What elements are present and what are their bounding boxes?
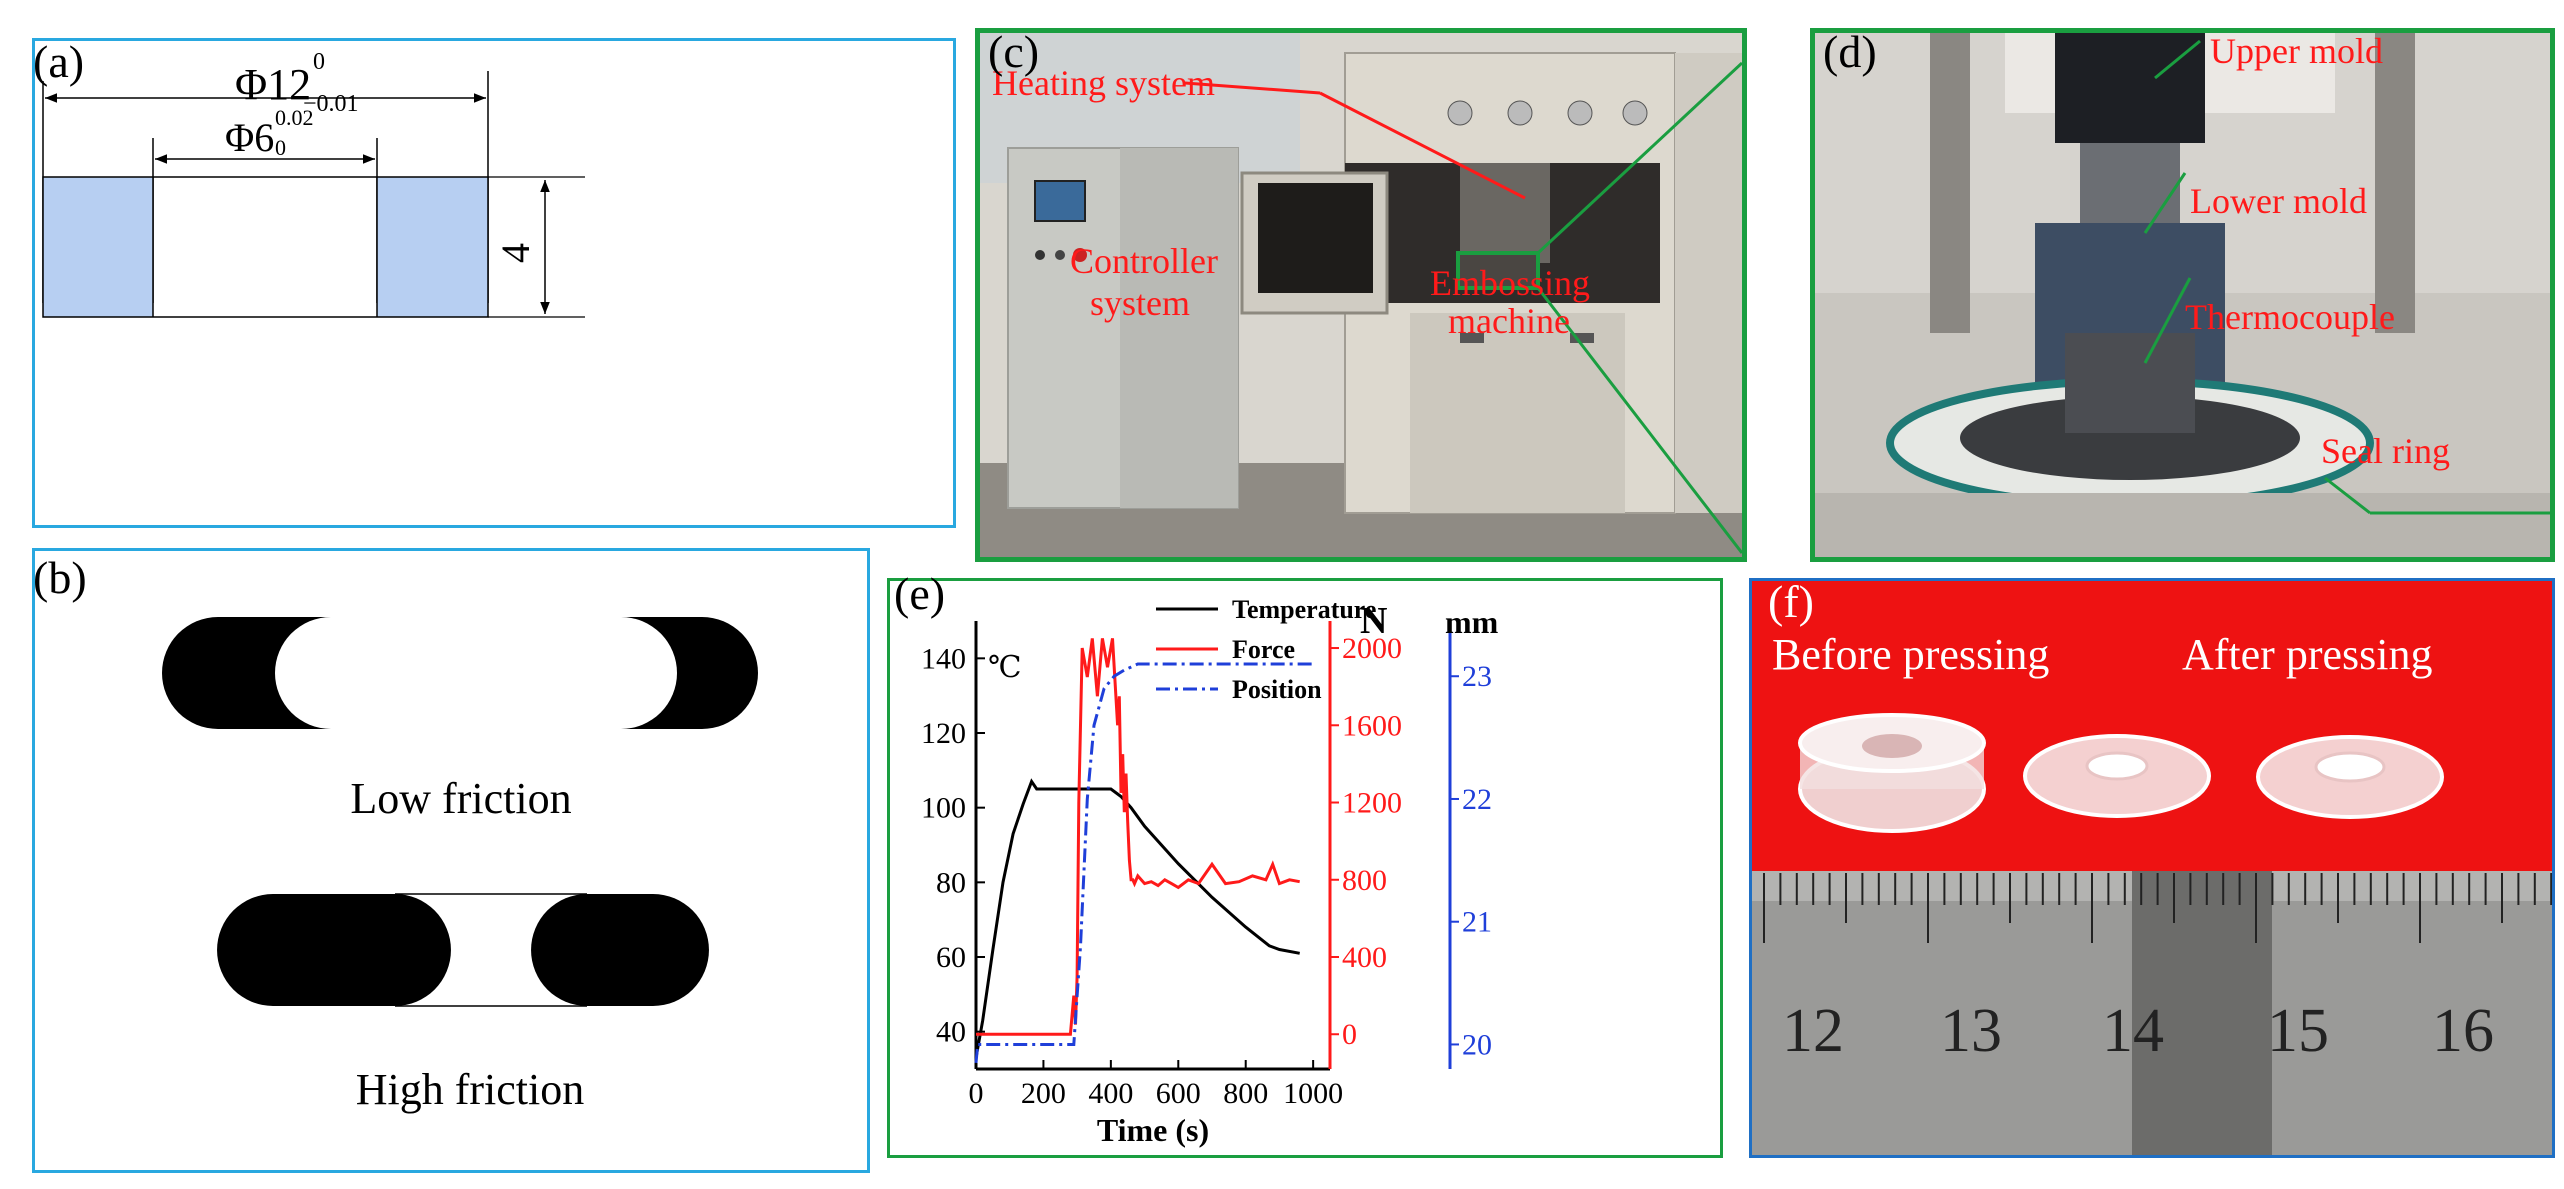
inner-dim-lower-tol: 0 — [275, 135, 286, 160]
legend-label-position: Position — [1232, 675, 1322, 704]
upper-mold-block — [2055, 33, 2205, 143]
x-tick-label-600: 600 — [1156, 1077, 1201, 1110]
mold-zoom-box — [1456, 251, 1540, 290]
controller-system-label-line2: system — [1090, 283, 1190, 323]
x-axis-title: Time (s) — [1097, 1112, 1209, 1148]
lens-samples-photo: Before pressing After pressing 12 13 14 … — [1752, 581, 2552, 1155]
inner-dim-symbol: Φ6 — [225, 115, 274, 160]
panel-a: (a) Φ12 0 −0.01 Φ6 0.02 0 4 — [32, 36, 956, 528]
force-tick-label-2000: 2000 — [1342, 632, 1402, 665]
position-unit-label: mm — [1445, 604, 1499, 640]
temperature-unit-label: ℃ — [988, 651, 1022, 684]
position-tick-label-23: 23 — [1462, 660, 1492, 693]
panel-e-tag: (e) — [894, 568, 946, 619]
section-left-fill — [43, 177, 153, 317]
outer-dim-symbol: Φ12 — [235, 60, 311, 109]
thermocouple-label: Thermocouple — [2185, 297, 2395, 337]
series-position-line — [974, 662, 1314, 1064]
low-friction-cavity — [275, 617, 677, 729]
legend-label-temperature: Temperature — [1232, 595, 1376, 624]
mold-closeup-photo: Upper mold Lower mold Thermocouple Seal … — [1815, 33, 2550, 557]
x-tick-label-800: 800 — [1223, 1077, 1268, 1110]
position-tick-label-22: 22 — [1462, 783, 1492, 816]
force-unit-label: N — [1360, 600, 1387, 642]
position-tick-label-20: 20 — [1462, 1028, 1492, 1061]
high-friction-right-lobe — [531, 894, 709, 1006]
force-tick-label-400: 400 — [1342, 941, 1387, 974]
panel-b-tag: (b) — [33, 552, 87, 603]
panel-b-drawing: Low friction High friction — [162, 617, 758, 1114]
ruler-ticks — [1763, 873, 2552, 943]
x-tick-label-0: 0 — [969, 1077, 984, 1110]
inner-dim-upper-tol: 0.02 — [275, 105, 314, 130]
panel-a-drawing: Φ12 0 −0.01 Φ6 0.02 0 4 — [42, 49, 585, 318]
panel-e: (e) 0 200 400 600 800 1000 Time (s) 40 60 80 100 12… — [887, 568, 1723, 1158]
ruler-number-16: 16 — [2432, 997, 2494, 1065]
ruler-number-14: 14 — [2102, 997, 2164, 1065]
high-friction-label: High friction — [356, 1065, 585, 1114]
panel-c: Heating system Controller system Embossi… — [975, 28, 1747, 562]
low-friction-label: Low friction — [350, 774, 571, 823]
x-tick-label-1000: 1000 — [1283, 1077, 1343, 1110]
series-force-line — [976, 638, 1300, 1036]
panel-d: Upper mold Lower mold Thermocouple Seal … — [1810, 28, 2555, 562]
controller-system-label-line1: Controller — [1070, 241, 1218, 281]
heating-system-label: Heating system — [992, 63, 1215, 103]
temp-tick-label-80: 80 — [936, 866, 966, 899]
panel-c-tag: (c) — [988, 28, 1040, 77]
embossing-machine-label-line2: machine — [1448, 301, 1570, 341]
panel-f-tag: (f) — [1768, 578, 1814, 627]
position-tick-label-21: 21 — [1462, 906, 1492, 939]
temp-tick-label-40: 40 — [936, 1016, 966, 1049]
force-tick-label-1200: 1200 — [1342, 787, 1402, 820]
panel-d-tag: (d) — [1823, 28, 1877, 77]
panel-f: Before pressing After pressing 12 13 14 … — [1749, 578, 2555, 1158]
after-pressing-label: After pressing — [2182, 630, 2433, 679]
outer-dim-lower-tol: −0.01 — [303, 91, 359, 117]
legend-label-force: Force — [1232, 635, 1295, 664]
x-tick-label-400: 400 — [1088, 1077, 1133, 1110]
series-temperature-line — [974, 778, 1300, 1059]
temp-tick-label-100: 100 — [921, 792, 966, 825]
panel-b: (b) Low friction High friction — [32, 548, 870, 1173]
before-pressing-label: Before pressing — [1772, 630, 2049, 679]
ruler-number-15: 15 — [2267, 997, 2329, 1065]
controller-screen — [1034, 180, 1086, 222]
panel-a-tag: (a) — [33, 36, 85, 87]
temp-tick-label-140: 140 — [921, 642, 966, 675]
section-right-fill — [377, 177, 488, 317]
seal-ring-label: Seal ring — [2321, 431, 2450, 471]
ruler-number-13: 13 — [1940, 997, 2002, 1065]
height-dim-value: 4 — [493, 243, 538, 263]
x-tick-label-200: 200 — [1021, 1077, 1066, 1110]
embossing-machine-label-line1: Embossing — [1430, 263, 1590, 303]
force-tick-label-0: 0 — [1342, 1018, 1357, 1051]
force-tick-label-800: 800 — [1342, 864, 1387, 897]
force-tick-label-1600: 1600 — [1342, 709, 1402, 742]
upper-mold-label: Upper mold — [2210, 33, 2383, 71]
embossing-machine-photo: Heating system Controller system Embossi… — [980, 33, 1742, 557]
ruler-number-12: 12 — [1782, 997, 1844, 1065]
outer-dim-upper-tol: 0 — [313, 49, 325, 75]
temp-tick-label-60: 60 — [936, 941, 966, 974]
temp-tick-label-120: 120 — [921, 717, 966, 750]
lower-mold-label: Lower mold — [2190, 181, 2367, 221]
high-friction-left-lobe — [217, 894, 451, 1006]
